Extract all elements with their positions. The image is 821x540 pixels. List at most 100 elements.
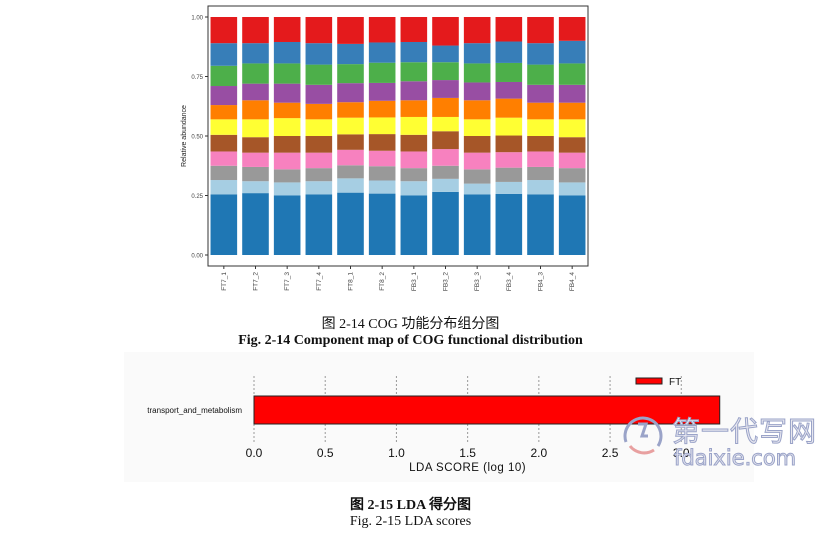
bar-segment — [463, 43, 491, 64]
bar-segment — [210, 134, 238, 152]
bar-segment — [242, 166, 269, 182]
bar-segment — [432, 178, 459, 192]
legend-swatch — [635, 377, 663, 385]
bar-segment — [432, 165, 459, 179]
x-tick-label: FT7_1 — [221, 272, 228, 291]
bar-segment — [337, 83, 364, 103]
x-tick-label: FT7_2 — [253, 272, 260, 291]
bar-segment — [400, 116, 428, 135]
bar-segment — [527, 17, 554, 44]
bar-segment — [210, 151, 238, 166]
bar-segment — [368, 117, 396, 135]
bar-segment — [463, 17, 491, 44]
bar-segment — [432, 80, 459, 98]
bar-segment — [305, 17, 333, 44]
bar-segment — [495, 152, 523, 168]
bar-segment — [368, 193, 396, 255]
bar-segment — [273, 83, 301, 103]
bar-segment — [527, 136, 554, 152]
bar-segment — [273, 182, 301, 196]
bar-segment — [305, 136, 333, 153]
bar-segment — [527, 151, 554, 167]
x-tick-label: 1.0 — [388, 446, 405, 460]
bar-segment — [558, 152, 586, 169]
bar-segment — [432, 116, 459, 132]
bar-segment — [337, 134, 364, 150]
x-tick-label: 0.0 — [246, 446, 263, 460]
x-tick-label: FT7_3 — [284, 272, 291, 291]
bar-segment — [242, 119, 269, 138]
figure2-caption-cn: 图 2-15 LDA 得分图 — [350, 498, 471, 513]
bar-segment — [400, 62, 428, 82]
bar-segment — [400, 151, 428, 169]
bar-segment — [495, 62, 523, 82]
bar-segment — [242, 63, 269, 84]
bar-segment — [527, 180, 554, 195]
x-tick-label: FT8_2 — [379, 272, 386, 291]
bar-segment — [210, 119, 238, 135]
cog-chart-svg: 0.00 0.25 0.50 0.75 1.00 Relative abundance FT… — [181, 5, 708, 292]
chart-legend: FT — [635, 377, 681, 388]
bar-segment — [400, 134, 428, 152]
bar-segment — [368, 82, 396, 101]
bar-segment — [210, 105, 238, 120]
bar-segment — [368, 62, 396, 83]
figure1-caption-en: Fig. 2-14 Component map of COG functiona… — [238, 333, 583, 348]
bar-segment — [400, 195, 428, 255]
bar-segment — [463, 100, 491, 120]
x-tick-label: 1.5 — [459, 446, 476, 460]
figure2-caption-en: Fig. 2-15 LDA scores — [349, 514, 472, 529]
bar-segment — [337, 64, 364, 84]
x-tick-label: FB3_3 — [474, 272, 481, 292]
bar-segment — [273, 118, 301, 136]
bar-segment — [527, 102, 554, 120]
x-tick-label: FT7_4 — [316, 272, 323, 291]
bar-segment — [273, 41, 301, 64]
bar-segment — [400, 100, 428, 117]
bar-segment — [558, 63, 586, 85]
x-axis-label: LDA SCORE (log 10) — [409, 462, 526, 474]
bar-segment — [558, 40, 586, 64]
bar-segment — [495, 135, 523, 153]
y-tick-label: 0.25 — [191, 194, 203, 200]
bar-segment — [558, 137, 586, 153]
bar-segment — [368, 166, 396, 181]
bar-segment — [463, 169, 491, 184]
bar-segment — [337, 43, 364, 65]
bar-segment — [337, 149, 364, 166]
y-tick-label: 0.00 — [191, 254, 203, 260]
bar-segment — [368, 150, 396, 167]
legend-entry: FT — [669, 377, 681, 388]
bar-segment — [432, 131, 459, 150]
bar-segment — [210, 165, 238, 181]
bar-segment — [463, 63, 491, 83]
y-axis-label: Relative abundance — [181, 105, 188, 167]
bar-segment — [495, 98, 523, 118]
bar-segment — [210, 180, 238, 195]
bar-segment — [242, 137, 269, 153]
bar-segment — [400, 41, 428, 63]
bar-segment — [495, 81, 523, 99]
bar-segment — [527, 166, 554, 181]
cog-stacked-bar-chart: 0.00 0.25 0.50 0.75 1.00 Relative abundance FT… — [178, 0, 708, 300]
bar-segment — [558, 84, 586, 103]
bar-segment — [273, 169, 301, 183]
bar-segment — [242, 193, 269, 255]
x-tick-label: 0.5 — [317, 446, 334, 460]
bar-segment — [463, 119, 491, 136]
bar-segment — [400, 17, 428, 42]
bar-segment — [558, 102, 586, 120]
x-tick-label: FB4_4 — [569, 272, 576, 292]
bar-segment — [463, 194, 491, 255]
bar-segment — [305, 64, 333, 85]
bar-segment — [368, 42, 396, 63]
x-tick-label: FB3_2 — [443, 272, 450, 292]
bar-segment — [432, 191, 459, 255]
bar-segment — [337, 17, 364, 44]
bar-segment — [273, 63, 301, 84]
x-tick-label: 3.0 — [673, 446, 690, 460]
bar-segment — [305, 181, 333, 195]
bar-segment — [337, 117, 364, 135]
bar-segment — [368, 17, 396, 43]
bar-segment — [495, 41, 523, 63]
